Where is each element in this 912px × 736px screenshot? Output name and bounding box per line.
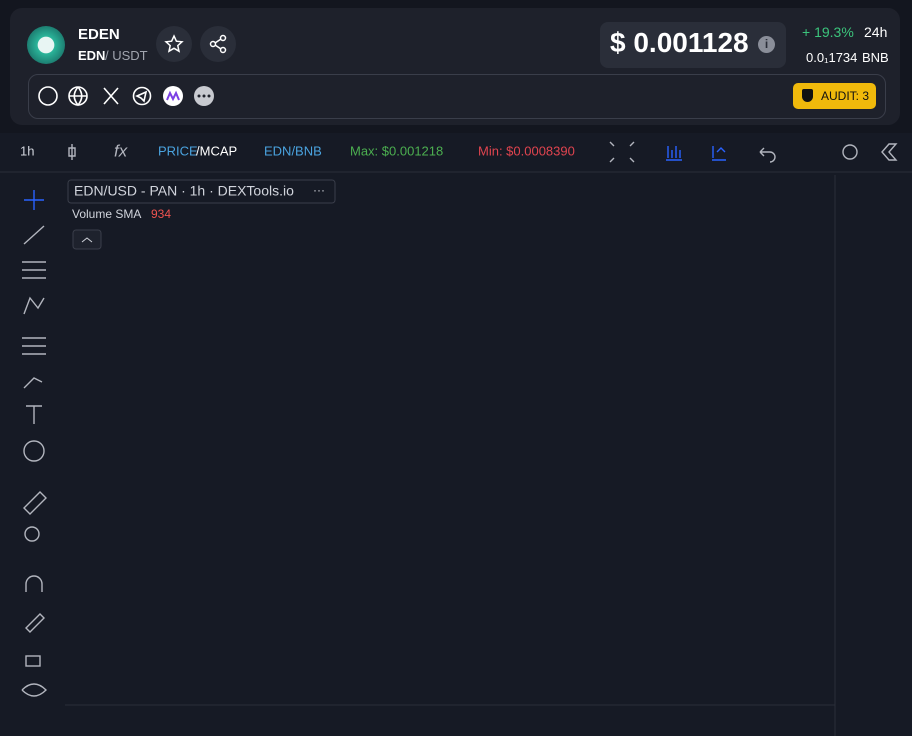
audit-shield [802, 89, 813, 102]
links-bar [28, 74, 886, 119]
token-base: EDN [78, 48, 106, 63]
interval[interactable]: 1h [20, 143, 34, 158]
collapse-button[interactable] [72, 229, 102, 250]
pair-toggle[interactable]: EDN/BNB [264, 143, 322, 158]
change-period: 24h [864, 24, 888, 40]
legend-title: EDN/USD - PAN · 1h · DEXTools.io [74, 183, 294, 199]
toolbar-icons[interactable] [68, 141, 898, 163]
price-box [600, 22, 786, 68]
max-price: Max: $0.001218 [350, 143, 443, 158]
volume-label: Volume SMA [72, 207, 141, 221]
token-name: EDEN [78, 26, 120, 43]
share-button[interactable] [200, 26, 236, 62]
indicator-icon[interactable]: fx [114, 141, 128, 160]
token-logo [27, 26, 65, 64]
info-icon[interactable]: i [758, 36, 775, 53]
volume-sma-value: 934 [151, 207, 171, 221]
min-price: Min: $0.0008390 [478, 143, 575, 158]
token-price: $ 0.001128 [610, 27, 749, 58]
price-toggle[interactable]: PRICE [158, 143, 198, 158]
legend-box [67, 179, 336, 204]
token-quote: / USDT [105, 48, 148, 63]
chart-bg [0, 133, 912, 736]
mcap-toggle[interactable]: /MCAP [196, 143, 237, 158]
legend-more[interactable]: ··· [313, 183, 325, 197]
collapse-icon [81, 237, 93, 243]
native-unit: BNB [862, 50, 889, 65]
favorite-button[interactable] [156, 26, 192, 62]
audit-label: AUDIT: 3 [821, 89, 870, 103]
drawing-tools[interactable] [21, 190, 47, 697]
social-links[interactable] [32, 81, 272, 111]
native-price: 0.0₁1734 [806, 50, 858, 65]
price-change: + 19.3% [802, 24, 854, 40]
